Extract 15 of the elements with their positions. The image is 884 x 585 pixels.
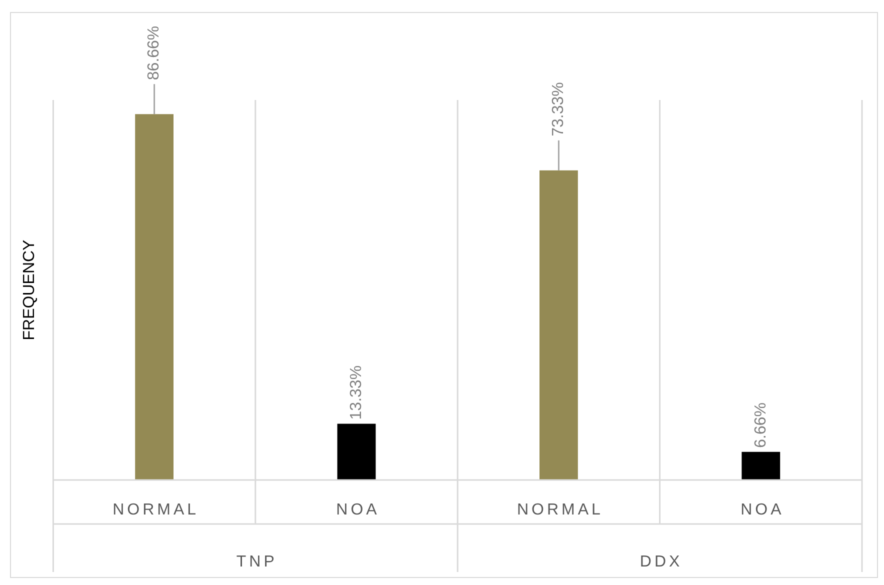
bar	[337, 424, 376, 480]
bar	[539, 170, 578, 480]
text: DDX	[640, 553, 683, 570]
y-axis-title: FREQUENCY	[21, 239, 38, 340]
x-tick-label: NOA	[740, 501, 784, 518]
data-label: 86.66%	[146, 26, 163, 80]
bar	[135, 114, 174, 480]
x-tick-label: NORMAL	[112, 501, 200, 518]
data-label: 73.33%	[550, 82, 568, 136]
text: TNP	[236, 553, 278, 570]
data-label: 6.66%	[752, 402, 770, 448]
bar	[742, 452, 780, 480]
data-label: 13.33%	[348, 365, 365, 420]
x-tick-label: NOA	[336, 501, 380, 518]
x-tick-label: NORMAL	[516, 501, 604, 518]
